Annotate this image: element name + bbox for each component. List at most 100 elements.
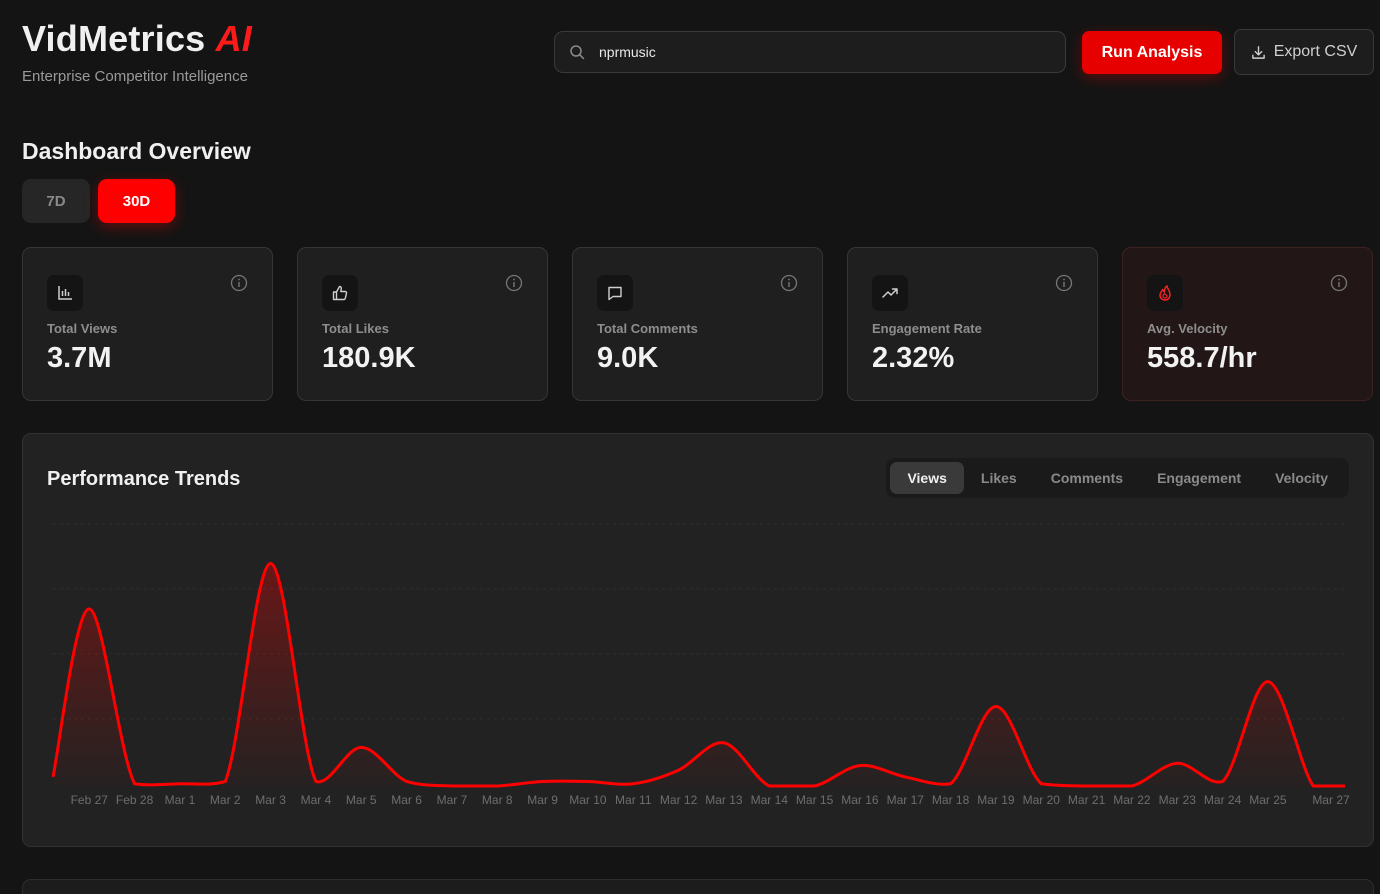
search-bar[interactable] <box>554 31 1066 73</box>
export-csv-label: Export CSV <box>1273 43 1358 60</box>
x-tick-label: Mar 25 <box>1249 793 1287 807</box>
data-point[interactable] <box>220 776 230 786</box>
data-point[interactable] <box>1218 776 1228 786</box>
export-csv-button[interactable]: Export CSV <box>1234 29 1374 75</box>
data-point[interactable] <box>1127 781 1137 791</box>
data-point[interactable] <box>447 781 457 791</box>
x-tick-label: Mar 15 <box>796 793 834 807</box>
metric-card-total-comments: Total Comments 9.0K <box>572 247 823 401</box>
brand-subtitle: Enterprise Competitor Intelligence <box>22 68 248 85</box>
metric-value: 180.9K <box>322 342 416 374</box>
data-point[interactable] <box>719 738 729 748</box>
x-tick-label: Mar 1 <box>165 793 196 807</box>
x-tick-label: Mar 22 <box>1113 793 1151 807</box>
download-icon <box>1251 45 1265 59</box>
metric-label: Avg. Velocity <box>1147 321 1228 336</box>
brand-name: VidMetrics <box>22 18 206 59</box>
data-point[interactable] <box>311 776 321 786</box>
data-point[interactable] <box>84 604 94 614</box>
metric-card-engagement-rate: Engagement Rate 2.32% <box>847 247 1098 401</box>
data-point[interactable] <box>1172 758 1182 768</box>
x-tick-label: Mar 3 <box>255 793 286 807</box>
brand: VidMetrics AI Enterprise Competitor Inte… <box>22 18 252 85</box>
next-panel <box>22 879 1374 894</box>
tab-views[interactable]: Views <box>890 462 964 494</box>
x-tick-label: Mar 9 <box>527 793 558 807</box>
metric-value: 2.32% <box>872 342 955 374</box>
x-tick-label: Mar 17 <box>887 793 925 807</box>
info-icon[interactable] <box>505 274 523 292</box>
data-point[interactable] <box>1263 677 1273 687</box>
info-icon[interactable] <box>780 274 798 292</box>
tab-velocity[interactable]: Velocity <box>1275 470 1328 486</box>
data-point[interactable] <box>1036 779 1046 789</box>
data-point[interactable] <box>991 702 1001 712</box>
info-icon[interactable] <box>1055 274 1073 292</box>
x-tick-label: Mar 4 <box>301 793 332 807</box>
metric-label: Total Views <box>47 321 118 336</box>
x-tick-label: Mar 6 <box>391 793 422 807</box>
page-title: Dashboard Overview <box>22 138 251 164</box>
trend-chart: Feb 27 Feb 28 Mar 1 Mar 2 Mar 3 Mar 4 Mar 5 Mar… <box>51 523 1350 807</box>
x-tick-label: Mar 19 <box>977 793 1015 807</box>
data-point[interactable] <box>946 779 956 789</box>
flame-icon <box>1147 275 1183 311</box>
search-input[interactable] <box>599 44 1039 60</box>
x-tick-label: Mar 18 <box>932 793 970 807</box>
brand-accent: AI <box>215 18 253 59</box>
data-point[interactable] <box>674 765 684 775</box>
x-tick-label: Feb 28 <box>116 793 154 807</box>
search-icon <box>570 45 585 60</box>
x-tick-label: Mar 8 <box>482 793 513 807</box>
info-icon[interactable] <box>230 274 248 292</box>
data-point[interactable] <box>628 779 638 789</box>
x-tick-label: Mar 7 <box>437 793 468 807</box>
data-point[interactable] <box>538 776 548 786</box>
bar-chart-icon <box>47 275 83 311</box>
comment-icon <box>597 275 633 311</box>
data-point[interactable] <box>130 779 140 789</box>
data-point[interactable] <box>1308 781 1318 791</box>
metric-label: Total Likes <box>322 321 389 336</box>
data-point[interactable] <box>492 781 502 791</box>
data-point[interactable] <box>266 559 276 569</box>
trending-up-icon <box>872 275 908 311</box>
data-point[interactable] <box>175 779 185 789</box>
x-tick-label: Mar 12 <box>660 793 698 807</box>
tab-comments[interactable]: Comments <box>1050 470 1124 486</box>
tab-likes[interactable]: Likes <box>980 470 1017 486</box>
x-tick-label: Mar 16 <box>841 793 879 807</box>
metric-label: Engagement Rate <box>872 321 982 336</box>
metric-card-total-likes: Total Likes 180.9K <box>297 247 548 401</box>
views-line <box>51 562 1345 788</box>
metric-label: Total Comments <box>597 321 698 336</box>
tab-engagement[interactable]: Engagement <box>1157 470 1242 486</box>
info-icon[interactable] <box>1330 274 1348 292</box>
x-tick-label: Mar 27 <box>1312 793 1350 807</box>
x-tick-label: Mar 5 <box>346 793 377 807</box>
run-analysis-button[interactable]: Run Analysis <box>1082 31 1222 74</box>
data-point[interactable] <box>855 761 865 771</box>
data-point[interactable] <box>810 781 820 791</box>
data-point[interactable] <box>1082 781 1092 791</box>
data-point[interactable] <box>583 776 593 786</box>
metric-card-total-views: Total Views 3.7M <box>22 247 273 401</box>
metric-value: 3.7M <box>47 342 112 374</box>
data-point[interactable] <box>764 781 774 791</box>
x-tick-label: Mar 11 <box>615 793 652 807</box>
panel-title: Performance Trends <box>47 468 241 490</box>
x-tick-label: Mar 2 <box>210 793 241 807</box>
x-tick-label: Mar 21 <box>1068 793 1106 807</box>
range-7d-button[interactable]: 7D <box>22 179 90 223</box>
metric-value: 9.0K <box>597 342 659 374</box>
data-point[interactable] <box>402 776 412 786</box>
data-point[interactable] <box>900 772 910 782</box>
data-point[interactable] <box>356 742 366 752</box>
x-tick-label: Mar 14 <box>751 793 789 807</box>
range-30d-button[interactable]: 30D <box>98 179 175 223</box>
x-tick-label: Mar 23 <box>1159 793 1197 807</box>
metric-tabs: Views Likes Comments Engagement Velocity <box>886 458 1349 498</box>
performance-trends-panel: Feb 27 Feb 28 Mar 1 Mar 2 Mar 3 Mar 4 Mar 5 Mar… <box>22 433 1374 847</box>
x-tick-label: Mar 13 <box>705 793 743 807</box>
metric-card-avg-velocity: Avg. Velocity 558.7/hr <box>1122 247 1373 401</box>
